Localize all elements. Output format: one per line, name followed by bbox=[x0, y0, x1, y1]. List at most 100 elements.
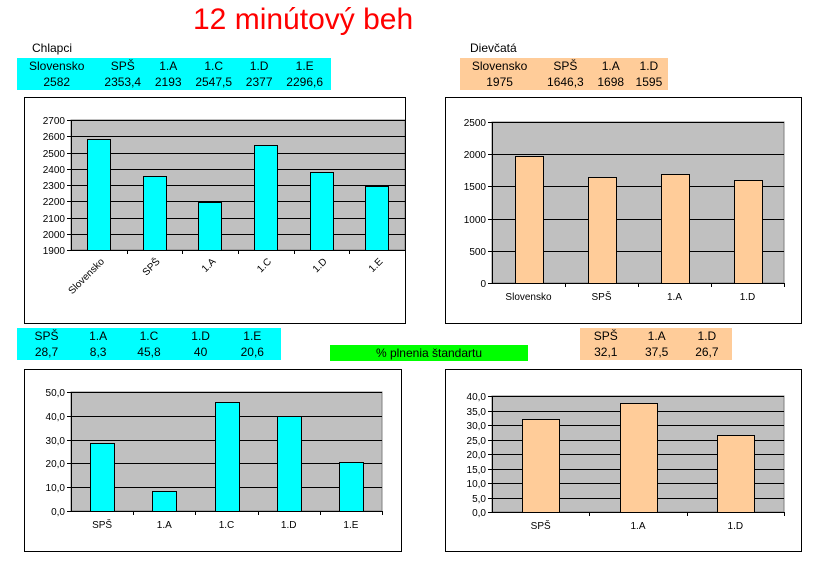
bar bbox=[277, 416, 302, 512]
y-tick-label: 2500 bbox=[464, 118, 487, 129]
y-tick-label: 0,0 bbox=[51, 507, 65, 518]
bar bbox=[515, 156, 544, 284]
girls-percent-table: SPŠ 1.A 1.D 32,1 37,5 26,7 bbox=[580, 328, 732, 360]
y-tick-label: 2700 bbox=[43, 116, 66, 127]
table-header-cell: Slovensko bbox=[29, 59, 85, 73]
x-tick-label: SPŠ bbox=[92, 518, 112, 531]
bar bbox=[215, 402, 240, 512]
y-tick-label: 2400 bbox=[43, 165, 66, 176]
bar bbox=[90, 443, 115, 512]
y-tick-label: 2000 bbox=[43, 230, 66, 241]
table-header-cell: SPŠ bbox=[553, 59, 578, 73]
x-tick-label: 1.C bbox=[255, 256, 274, 275]
y-tick-label: 20,0 bbox=[46, 459, 66, 470]
girls-run-table: Slovensko SPŠ 1.A 1.D 1975 1646,3 1698 1… bbox=[460, 58, 668, 90]
x-tick-label: SPŠ bbox=[139, 255, 163, 279]
x-tick-label: 1.C bbox=[219, 520, 235, 531]
table-row: 28,7 8,3 45,8 40 20,6 bbox=[17, 344, 281, 360]
table-row: 32,1 37,5 26,7 bbox=[580, 344, 732, 360]
table-header-cell: SPŠ bbox=[593, 329, 618, 343]
y-tick-label: 30,0 bbox=[467, 421, 487, 432]
table-header-row: SPŠ 1.A 1.D bbox=[580, 328, 732, 344]
bar bbox=[734, 180, 763, 284]
y-tick-label: 40,0 bbox=[46, 412, 66, 423]
table-header-cell: 1.D bbox=[639, 59, 659, 73]
table-header-cell: 1.D bbox=[249, 59, 269, 73]
y-tick-label: 50,0 bbox=[46, 388, 66, 399]
table-header-cell: 1.A bbox=[89, 329, 108, 343]
table-cell: 37,5 bbox=[645, 345, 669, 359]
table-cell: 2193 bbox=[154, 75, 182, 89]
bar bbox=[143, 176, 167, 251]
y-tick-label: 15,0 bbox=[467, 465, 487, 476]
x-tick-label: SPŠ bbox=[531, 519, 551, 532]
table-header-cell: Slovensko bbox=[471, 59, 528, 73]
boys-percent-chart: 0,0 10,0 20,0 30,0 40,0 50,0 SPŠ 1.A 1.C 1.D 1.E bbox=[24, 369, 402, 552]
chart-svg: 0 500 1000 1500 2000 2500 Slovensko SPŠ 1.A 1.D bbox=[464, 118, 785, 303]
y-tick-label: 30,0 bbox=[46, 436, 66, 447]
x-tick-label: 1.A bbox=[157, 520, 172, 531]
table-header-cell: 1.C bbox=[139, 329, 159, 343]
boys-percent-table: SPŠ 1.A 1.C 1.D 1.E 28,7 8,3 45,8 40 20,… bbox=[17, 328, 281, 360]
y-tick-label: 25,0 bbox=[467, 436, 487, 447]
table-cell: 2547,5 bbox=[195, 75, 233, 89]
table-header-cell: 1.D bbox=[697, 329, 717, 343]
table-header-cell: 1.A bbox=[647, 329, 666, 343]
girls-section-label: Dievčatá bbox=[470, 41, 517, 55]
table-cell: 28,7 bbox=[34, 345, 59, 359]
y-tick-label: 2100 bbox=[43, 214, 66, 225]
table-cell: 2377 bbox=[245, 75, 273, 89]
y-tick-label: 1900 bbox=[43, 246, 66, 257]
page-title: 12 minútový beh bbox=[193, 3, 414, 36]
x-tick-label: Slovensko bbox=[67, 256, 108, 297]
y-tick-label: 5,0 bbox=[472, 494, 486, 505]
x-tick-label: 1.A bbox=[630, 521, 645, 532]
table-cell: 1975 bbox=[486, 75, 513, 89]
girls-percent-chart: 0,0 5,0 10,0 15,0 20,0 25,0 30,0 35,0 40,0 SPŠ 1.A… bbox=[445, 369, 802, 552]
table-header-cell: 1.E bbox=[243, 329, 262, 343]
table-header-cell: 1.A bbox=[601, 59, 620, 73]
y-tick-label: 0,0 bbox=[472, 508, 486, 519]
girls-run-chart: 0 500 1000 1500 2000 2500 Slovensko SPŠ 1.A 1.D bbox=[445, 97, 802, 324]
bar bbox=[198, 202, 222, 251]
table-header-row: Slovensko SPŠ 1.A 1.D bbox=[460, 58, 668, 74]
table-cell: 8,3 bbox=[89, 345, 107, 359]
x-tick-label: 1.D bbox=[311, 256, 330, 275]
bar bbox=[339, 462, 364, 512]
y-tick-label: 40,0 bbox=[467, 392, 487, 403]
table-row: 1975 1646,3 1698 1595 bbox=[460, 74, 668, 90]
y-tick-label: 20,0 bbox=[467, 450, 487, 461]
y-tick-label: 10,0 bbox=[467, 479, 487, 490]
table-cell: 2582 bbox=[43, 75, 71, 89]
table-cell: 1595 bbox=[635, 75, 663, 89]
table-header-cell: 1.E bbox=[295, 59, 314, 73]
boys-section-label: Chlapci bbox=[32, 41, 73, 55]
chart-svg: 1900 2000 2100 2200 2300 2400 2500 2600 2700 Slov… bbox=[43, 116, 405, 297]
x-tick-label: 1.A bbox=[667, 292, 682, 303]
x-tick-label: Slovensko bbox=[505, 292, 552, 303]
y-tick-label: 2000 bbox=[464, 150, 487, 161]
y-tick-label: 2300 bbox=[43, 181, 66, 192]
table-cell: 1698 bbox=[597, 75, 625, 89]
table-cell: 26,7 bbox=[695, 345, 719, 359]
bar bbox=[87, 139, 111, 251]
table-cell: 1646,3 bbox=[547, 75, 584, 89]
bar bbox=[522, 419, 560, 513]
table-cell: 45,8 bbox=[137, 345, 161, 359]
y-tick-label: 1500 bbox=[464, 182, 487, 193]
x-tick-label: 1.E bbox=[343, 520, 358, 531]
y-tick-label: 10,0 bbox=[46, 483, 66, 494]
y-tick-label: 2500 bbox=[43, 149, 66, 160]
table-header-row: Slovensko SPŠ 1.A 1.C 1.D 1.E bbox=[17, 58, 331, 74]
x-tick-label: 1.D bbox=[728, 521, 744, 532]
bar bbox=[661, 174, 690, 284]
bar bbox=[588, 177, 617, 284]
y-tick-label: 35,0 bbox=[467, 407, 487, 418]
table-header-cell: 1.A bbox=[159, 59, 178, 73]
bar bbox=[620, 403, 658, 513]
table-header-cell: SPŠ bbox=[34, 329, 59, 343]
chart-svg: 0,0 10,0 20,0 30,0 40,0 50,0 SPŠ 1.A 1.C 1.D 1.E bbox=[46, 388, 383, 531]
bar bbox=[365, 186, 389, 251]
table-cell: 40 bbox=[193, 345, 208, 359]
y-tick-label: 0 bbox=[480, 279, 486, 290]
